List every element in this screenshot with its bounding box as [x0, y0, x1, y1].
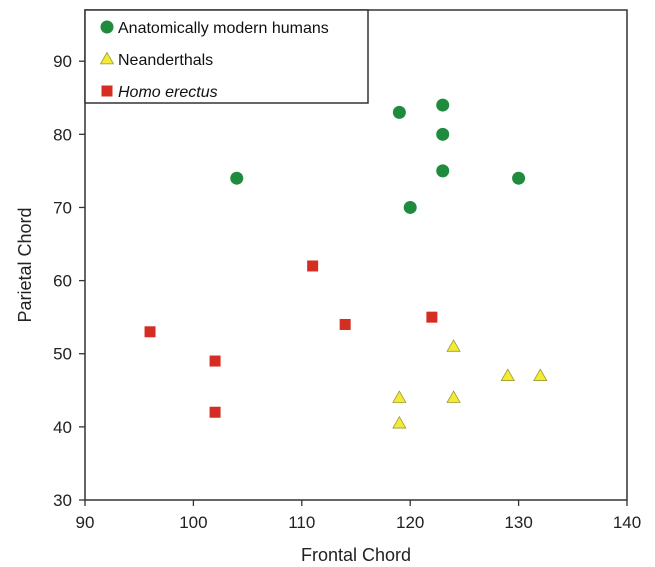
- y-tick-label: 50: [53, 345, 72, 364]
- x-tick-label: 90: [76, 513, 95, 532]
- data-point-square: [209, 406, 221, 418]
- data-point-circle: [436, 127, 450, 141]
- x-tick-label: 140: [613, 513, 641, 532]
- legend-marker-triangle: [99, 51, 115, 65]
- y-tick-label: 80: [53, 125, 72, 144]
- x-tick-label: 120: [396, 513, 424, 532]
- data-point-triangle: [446, 339, 461, 352]
- data-point-triangle: [500, 368, 515, 381]
- legend-label: Homo erectus: [118, 84, 218, 101]
- data-point-square: [307, 260, 319, 272]
- data-point-square: [426, 311, 438, 323]
- data-point-circle: [403, 200, 417, 214]
- legend-box: [84, 9, 369, 104]
- legend-label: Neanderthals: [118, 52, 213, 69]
- y-tick-label: 30: [53, 491, 72, 510]
- data-point-circle: [512, 171, 526, 185]
- data-point-circle: [436, 98, 450, 112]
- data-point-triangle: [392, 415, 407, 429]
- legend-marker-circle: [100, 20, 114, 34]
- x-tick-label: 130: [504, 513, 532, 532]
- data-point-square: [209, 355, 221, 367]
- data-point-triangle: [392, 390, 407, 403]
- data-point-triangle: [446, 390, 461, 403]
- y-axis: 30 40 50 60 70 80 90: [53, 52, 85, 510]
- data-points: [144, 80, 548, 429]
- y-tick-label: 70: [53, 198, 72, 217]
- legend: Anatomically modern humans Neanderthals Ho…: [84, 9, 369, 104]
- data-point-square: [339, 318, 351, 330]
- y-tick-label: 40: [53, 418, 72, 437]
- data-point-triangle: [533, 368, 548, 381]
- x-axis-title: Frontal Chord: [301, 545, 411, 565]
- data-point-square: [144, 326, 156, 338]
- data-point-circle: [436, 164, 450, 178]
- data-point-circle: [230, 171, 244, 185]
- y-axis-title: Parietal Chord: [15, 207, 35, 322]
- data-point-circle: [392, 105, 406, 119]
- x-axis: 90 100 110 120 130 140: [76, 500, 641, 532]
- y-tick-label: 60: [53, 272, 72, 291]
- x-tick-label: 110: [288, 513, 315, 532]
- x-tick-label: 100: [179, 513, 207, 532]
- legend-marker-square: [101, 85, 113, 97]
- y-tick-label: 90: [53, 52, 72, 71]
- legend-label: Anatomically modern humans: [118, 20, 329, 37]
